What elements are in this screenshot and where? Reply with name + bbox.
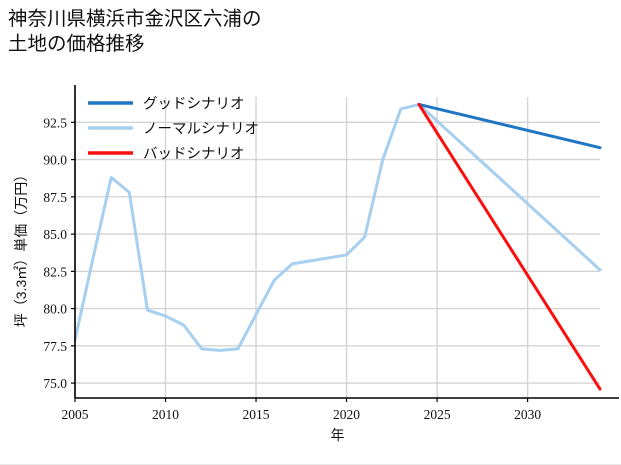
axis-spines (74, 85, 619, 399)
y-tick-label: 85.0 (43, 227, 67, 242)
page-title: 神奈川県横浜市金沢区六浦の 土地の価格推移 (8, 8, 262, 55)
legend-label-0: グッドシナリオ (143, 96, 245, 113)
x-tick-label: 2020 (333, 407, 360, 422)
x-tick-label: 2025 (424, 407, 451, 422)
y-tick-label: 90.0 (43, 153, 67, 168)
series-line-1 (73, 102, 602, 352)
x-tick-label: 2010 (152, 407, 179, 422)
series-line-0 (417, 102, 602, 150)
y-tick-label: 92.5 (43, 115, 67, 130)
x-tick-label: 2015 (243, 407, 270, 422)
y-tick-label: 77.5 (43, 339, 67, 354)
legend-label-2: バッドシナリオ (143, 147, 245, 163)
y-tick-label: 82.5 (43, 264, 67, 279)
y-axis-tick-labels: 75.0 77.5 80.0 82.5 85.0 87.5 90.0 92.5 (43, 115, 75, 391)
y-tick-label: 80.0 (43, 302, 67, 317)
y-tick-label: 87.5 (43, 190, 67, 205)
x-tick-label: 2005 (62, 407, 89, 422)
y-gridlines (75, 121, 600, 384)
y-axis-label: 坪（3.3㎡）単価（万円） (13, 168, 29, 327)
legend-label-1: ノーマルシナリオ (143, 122, 259, 138)
series-line-2 (417, 102, 602, 391)
x-tick-label: 2030 (514, 407, 541, 422)
x-axis-tick-labels: 2005 2010 2015 2020 2025 2030 (62, 398, 541, 422)
y-tick-label: 75.0 (43, 376, 67, 391)
x-axis-label: 年 (331, 427, 345, 443)
data-series-lines (73, 102, 602, 391)
